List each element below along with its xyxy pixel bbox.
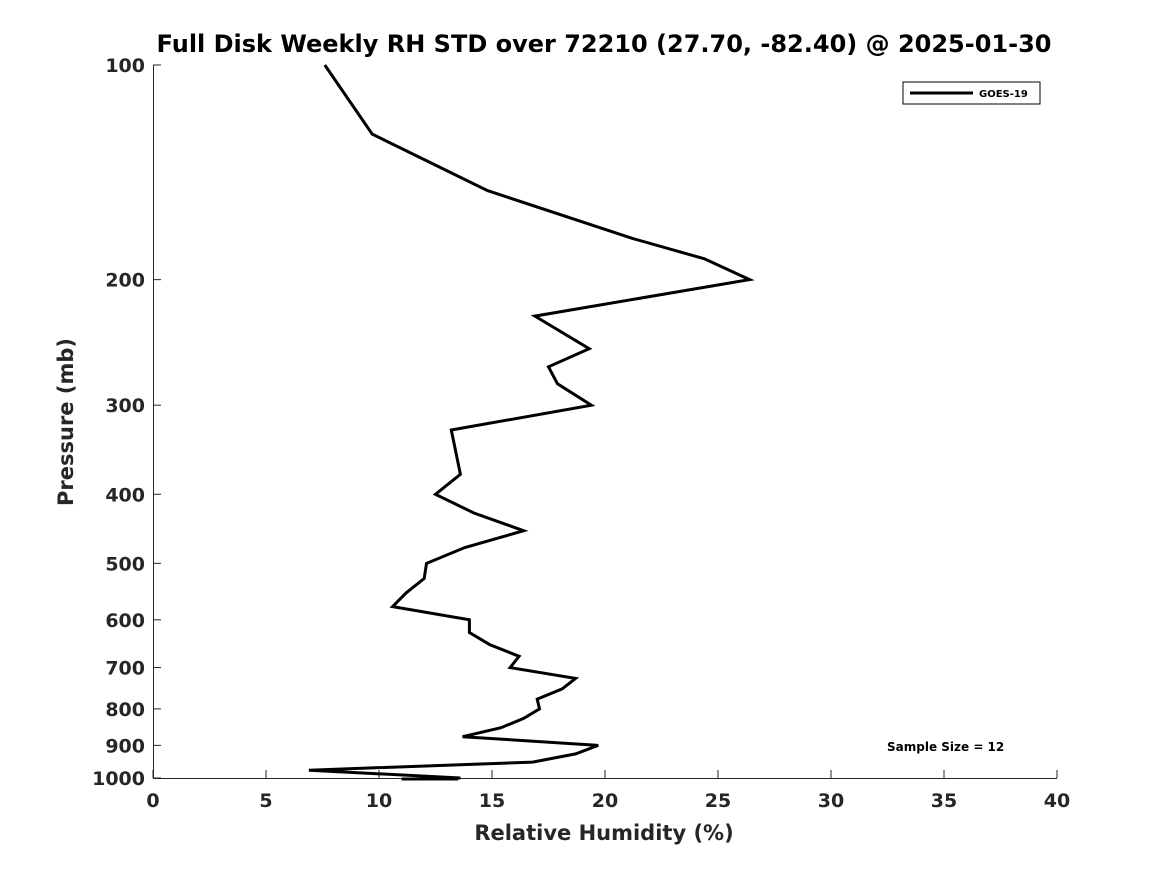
y-tick-label: 400 <box>105 484 145 506</box>
y-tick-label: 300 <box>105 395 145 417</box>
series-layer <box>308 64 755 781</box>
chart-title: Full Disk Weekly RH STD over 72210 (27.7… <box>157 30 1052 58</box>
y-tick-label: 700 <box>105 658 145 680</box>
y-tick-label: 900 <box>105 735 145 757</box>
y-tick-label: 500 <box>105 553 145 575</box>
x-tick-label: 15 <box>479 790 505 812</box>
x-tick-label: 35 <box>931 790 957 812</box>
y-tick-label: 1000 <box>92 768 145 790</box>
sample-size-annotation: Sample Size = 12 <box>887 740 1004 754</box>
x-tick-label: 30 <box>818 790 844 812</box>
y-tick-label: 600 <box>105 610 145 632</box>
legend-label-goes-19: GOES-19 <box>979 89 1028 100</box>
y-tick-label: 800 <box>105 699 145 721</box>
x-tick-label: 20 <box>592 790 618 812</box>
x-tick-label: 0 <box>146 790 159 812</box>
y-axis-label: Pressure (mb) <box>54 338 78 506</box>
series-line-goes-19 <box>308 64 755 781</box>
x-tick-label: 25 <box>705 790 731 812</box>
y-tick-label: 100 <box>105 55 145 77</box>
x-tick-label: 40 <box>1044 790 1070 812</box>
x-tick-label: 5 <box>259 790 272 812</box>
y-tick-label: 200 <box>105 270 145 292</box>
x-tick-label: 10 <box>366 790 392 812</box>
x-axis-label: Relative Humidity (%) <box>474 821 733 845</box>
plot-area <box>153 65 1057 779</box>
legend: GOES-19 <box>902 81 1041 105</box>
y-axis: 100 200 300 400 500 600 700 800 900 1000 <box>92 55 161 790</box>
x-axis: 0 5 10 15 20 25 30 35 40 <box>146 770 1070 812</box>
